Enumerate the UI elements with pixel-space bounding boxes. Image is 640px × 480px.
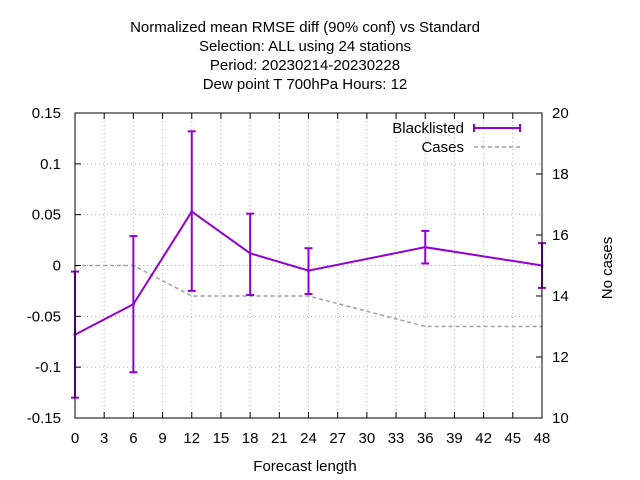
x-tick-label: 21 [271, 430, 288, 447]
x-tick-label: 12 [183, 430, 200, 447]
y2-axis-label: No cases [599, 237, 616, 300]
y-tick-label: -0.05 [27, 308, 61, 325]
chart-title-line: Period: 20230214-20230228 [210, 57, 400, 74]
y2-tick-label: 12 [552, 349, 569, 366]
legend-label-cases: Cases [421, 139, 464, 156]
blacklisted-point [423, 245, 427, 249]
x-tick-label: 24 [300, 430, 317, 447]
y2-tick-label: 20 [552, 105, 569, 122]
blacklisted-point [307, 269, 310, 273]
x-tick-label: 39 [446, 430, 463, 447]
y2-tick-label: 10 [552, 410, 569, 427]
x-tick-label: 6 [129, 430, 137, 447]
x-tick-label: 9 [158, 430, 166, 447]
chart-title-line: Selection: ALL using 24 stations [199, 38, 411, 55]
y2-tick-label: 18 [552, 166, 569, 183]
blacklisted-point [190, 210, 194, 214]
blacklisted-point [248, 251, 252, 255]
x-tick-label: 45 [504, 430, 521, 447]
x-tick-label: 36 [417, 430, 434, 447]
y-tick-label: 0 [53, 258, 61, 275]
y-tick-label: 0.15 [32, 105, 61, 122]
axis-ticks: 0 3 6 9 12 15 18 21 24 27 30 33 36 39 42 45 48-0.15-0.1-… [27, 105, 569, 447]
x-axis-label: Forecast length [253, 458, 356, 475]
chart-title-line: Dew point T 700hPa Hours: 12 [203, 76, 408, 93]
x-tick-label: 48 [534, 430, 551, 447]
x-tick-label: 0 [71, 430, 79, 447]
y-tick-label: 0.05 [32, 207, 61, 224]
x-tick-label: 27 [329, 430, 346, 447]
chart-title: Normalized mean RMSE diff (90% conf) vs … [130, 19, 480, 93]
y-tick-label: -0.1 [35, 359, 61, 376]
legend-label-blacklisted: Blacklisted [392, 120, 464, 137]
blacklisted-point [131, 302, 135, 306]
x-tick-label: 33 [388, 430, 405, 447]
cases-point [308, 295, 309, 297]
y2-tick-label: 14 [552, 288, 569, 305]
x-tick-label: 15 [213, 430, 230, 447]
cases-point [424, 326, 426, 327]
x-tick-label: 42 [475, 430, 492, 447]
y2-tick-label: 16 [552, 227, 569, 244]
cases-point [191, 295, 193, 297]
y-tick-label: 0.1 [40, 156, 61, 173]
y-tick-label: -0.15 [27, 410, 61, 427]
x-tick-label: 30 [359, 430, 376, 447]
chart-title-line: Normalized mean RMSE diff (90% conf) vs … [130, 19, 480, 36]
legend: Blacklisted Cases [392, 120, 521, 156]
x-tick-label: 3 [100, 430, 108, 447]
x-tick-label: 18 [242, 430, 259, 447]
